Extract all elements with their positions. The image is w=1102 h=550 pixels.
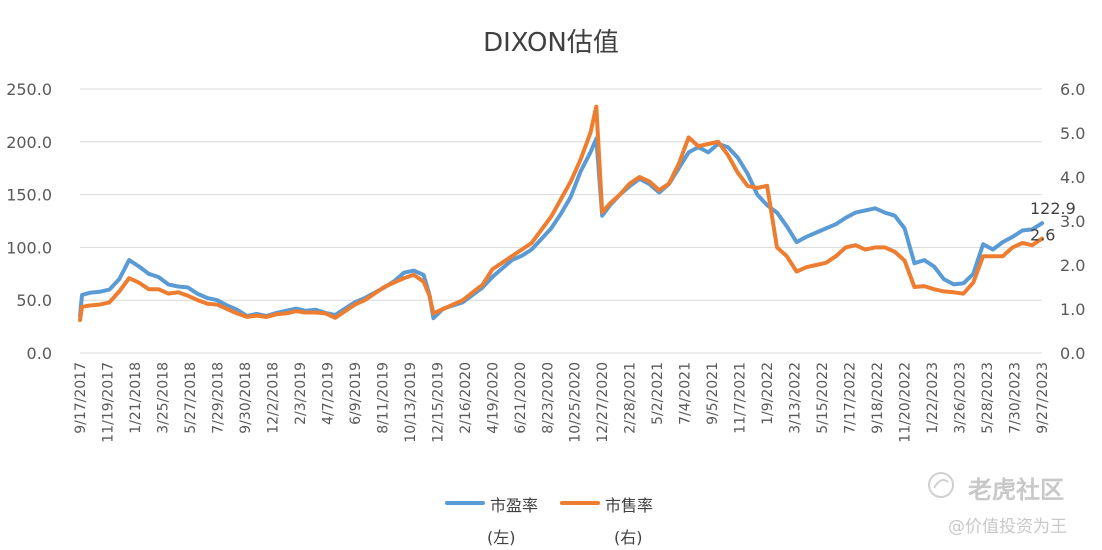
y-right-tick-label: 4.0 (1060, 168, 1085, 187)
x-tick-label: 1/21/2018 (128, 362, 144, 434)
legend-sub-ps: (右) (614, 528, 643, 547)
x-tick-label: 5/28/2023 (980, 362, 996, 434)
legend-swatch-ps (560, 501, 600, 505)
x-tick-label: 4/7/2019 (320, 362, 336, 425)
watermark-user-text: @价值投资为王 (948, 517, 1067, 537)
y-right-tick-label: 5.0 (1060, 124, 1085, 143)
legend-label-pe: 市盈率 (490, 496, 539, 515)
y-left-tick-label: 150.0 (6, 186, 52, 205)
x-tick-label: 10/13/2019 (403, 362, 419, 443)
x-tick-label: 12/27/2020 (595, 362, 611, 443)
y-right-tick-label: 1.0 (1060, 300, 1085, 319)
x-tick-label: 12/15/2019 (430, 362, 446, 443)
legend-label-ps: 市售率 (605, 496, 654, 515)
x-tick-label: 3/25/2018 (155, 362, 171, 434)
x-tick-label: 8/23/2020 (540, 362, 556, 434)
x-tick-label: 2/16/2020 (458, 362, 474, 434)
watermark-logo-text: 老虎社区 (968, 476, 1064, 504)
x-tick-label: 5/15/2022 (815, 362, 831, 434)
x-tick-label: 8/11/2019 (375, 362, 391, 434)
y-left-tick-label: 0.0 (27, 344, 52, 363)
x-tick-label: 5/27/2018 (183, 362, 199, 434)
x-tick-label: 7/4/2021 (678, 362, 694, 425)
chart-title: DIXON估值 (483, 28, 619, 58)
legend-sub-pe: (左) (487, 528, 516, 547)
data-label-pe-last: 122.9 (1030, 199, 1076, 218)
x-tick-label: 6/21/2020 (513, 362, 529, 434)
x-tick-label: 2/3/2019 (293, 362, 309, 425)
x-tick-label: 11/7/2021 (733, 362, 749, 434)
x-tick-label: 9/17/2017 (73, 362, 89, 434)
x-tick-label: 9/30/2018 (238, 362, 254, 434)
x-tick-label: 7/29/2018 (210, 362, 226, 434)
series-line-ps (78, 104, 1044, 322)
x-tick-label: 12/2/2018 (265, 362, 281, 434)
y-right-tick-label: 6.0 (1060, 80, 1085, 99)
y-left-tick-label: 100.0 (6, 238, 52, 257)
x-tick-label: 9/27/2023 (1035, 362, 1051, 434)
x-tick-label: 9/5/2021 (705, 362, 721, 425)
x-tick-label: 6/9/2019 (348, 362, 364, 425)
data-label-ps-last: 2.6 (1030, 226, 1055, 245)
x-tick-label: 7/30/2023 (1008, 362, 1024, 434)
y-right-tick-label: 2.0 (1060, 256, 1085, 275)
y-left-tick-label: 50.0 (16, 291, 52, 310)
x-tick-label: 7/17/2022 (843, 362, 859, 434)
x-tick-label: 5/2/2021 (650, 362, 666, 425)
x-tick-label: 3/13/2022 (788, 362, 804, 434)
y-right-tick-label: 0.0 (1060, 344, 1085, 363)
x-tick-label: 11/20/2022 (898, 362, 914, 443)
legend: 市盈率 市售率 (左) (右) (0, 490, 1102, 550)
watermark-tiger-icon (928, 472, 954, 498)
x-tick-label: 9/18/2022 (870, 362, 886, 434)
x-tick-label: 2/28/2021 (623, 362, 639, 434)
x-tick-label: 3/26/2023 (953, 362, 969, 434)
x-tick-label: 4/19/2020 (485, 362, 501, 434)
y-right-tick-label: 3.0 (1060, 212, 1085, 231)
x-tick-label: 10/25/2020 (568, 362, 584, 443)
y-left-tick-label: 200.0 (6, 133, 52, 152)
y-left-tick-label: 250.0 (6, 80, 52, 99)
series-line-pe (78, 136, 1044, 321)
legend-swatch-pe (445, 501, 485, 505)
x-tick-label: 11/19/2017 (100, 362, 116, 443)
x-tick-label: 1/9/2022 (760, 362, 776, 425)
x-tick-label: 1/22/2023 (925, 362, 941, 434)
